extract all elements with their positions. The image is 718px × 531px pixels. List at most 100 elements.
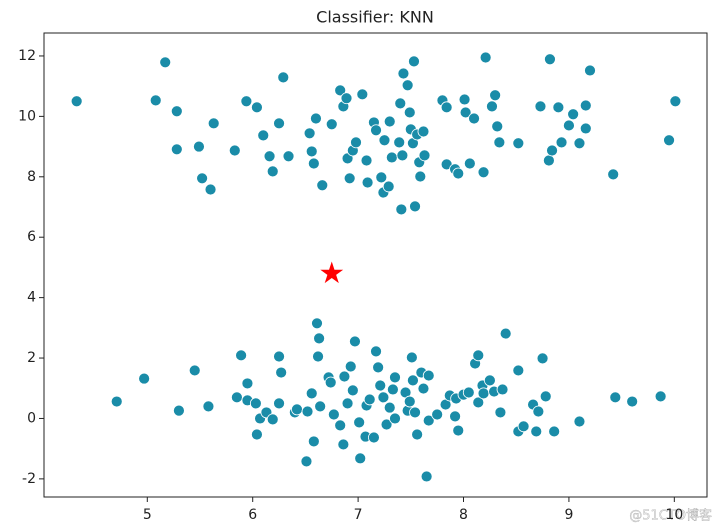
point bbox=[548, 425, 561, 438]
point bbox=[563, 119, 575, 132]
point bbox=[70, 95, 83, 108]
point bbox=[584, 64, 596, 77]
point bbox=[401, 79, 414, 92]
point bbox=[409, 406, 421, 419]
point bbox=[273, 350, 285, 363]
point bbox=[257, 129, 270, 142]
point bbox=[567, 108, 580, 121]
point bbox=[408, 55, 420, 68]
point bbox=[311, 317, 323, 330]
point bbox=[338, 370, 351, 383]
point bbox=[573, 137, 586, 150]
point bbox=[669, 95, 682, 108]
point bbox=[395, 203, 408, 216]
point bbox=[512, 364, 525, 377]
point bbox=[555, 136, 568, 149]
point bbox=[170, 143, 183, 156]
point bbox=[546, 144, 558, 157]
point bbox=[291, 403, 303, 416]
point bbox=[452, 424, 465, 437]
point bbox=[346, 384, 359, 397]
point bbox=[417, 382, 430, 395]
point bbox=[403, 106, 416, 119]
point bbox=[354, 452, 367, 465]
point bbox=[301, 405, 314, 418]
point bbox=[173, 404, 185, 417]
plot-frame bbox=[43, 32, 708, 498]
point bbox=[459, 106, 472, 119]
point bbox=[654, 390, 667, 403]
point bbox=[251, 101, 263, 114]
point bbox=[324, 376, 337, 389]
point bbox=[266, 165, 279, 178]
point bbox=[517, 420, 530, 433]
point bbox=[310, 112, 322, 125]
point bbox=[110, 395, 123, 408]
point bbox=[361, 176, 374, 189]
point bbox=[472, 349, 485, 362]
point bbox=[479, 51, 492, 64]
point bbox=[188, 364, 201, 377]
point bbox=[344, 360, 357, 373]
point bbox=[360, 154, 373, 167]
point bbox=[314, 400, 327, 413]
point bbox=[341, 397, 354, 410]
point bbox=[307, 435, 320, 448]
point bbox=[228, 144, 241, 157]
query-star bbox=[320, 261, 344, 284]
point bbox=[449, 410, 461, 423]
point bbox=[316, 179, 329, 192]
x-tick-label: 9 bbox=[564, 507, 573, 523]
point bbox=[249, 397, 262, 410]
point bbox=[609, 391, 622, 404]
point bbox=[462, 386, 475, 399]
y-tick-label: 6 bbox=[27, 229, 36, 245]
point bbox=[327, 408, 340, 421]
point bbox=[579, 122, 592, 135]
y-tick-label: 0 bbox=[27, 410, 36, 426]
y-tick-label: 8 bbox=[27, 169, 36, 185]
y-tick-label: 10 bbox=[18, 108, 36, 124]
point bbox=[409, 200, 421, 213]
point bbox=[483, 374, 496, 387]
point bbox=[493, 136, 506, 149]
point bbox=[389, 412, 401, 425]
point bbox=[477, 166, 490, 179]
point bbox=[486, 100, 498, 113]
point bbox=[340, 92, 353, 105]
point bbox=[343, 172, 356, 185]
point bbox=[196, 172, 209, 185]
point bbox=[494, 406, 507, 419]
point bbox=[542, 154, 555, 167]
point bbox=[204, 183, 217, 196]
point bbox=[663, 134, 675, 147]
point bbox=[275, 366, 288, 379]
point bbox=[230, 391, 243, 404]
point bbox=[544, 53, 556, 66]
point bbox=[403, 395, 416, 408]
x-tick-label: 10 bbox=[665, 507, 683, 523]
point bbox=[530, 425, 543, 438]
point bbox=[491, 120, 504, 133]
chart-title: Classifier: KNN bbox=[316, 8, 434, 27]
point bbox=[138, 372, 151, 385]
point bbox=[305, 387, 318, 400]
point bbox=[422, 369, 435, 382]
point bbox=[405, 351, 418, 364]
point bbox=[534, 100, 547, 113]
point bbox=[431, 408, 444, 421]
point bbox=[325, 118, 338, 131]
point bbox=[383, 401, 396, 414]
point bbox=[374, 379, 387, 392]
point bbox=[382, 180, 395, 193]
point bbox=[452, 167, 465, 180]
point bbox=[378, 134, 391, 147]
point bbox=[159, 56, 172, 69]
point bbox=[312, 350, 324, 363]
point bbox=[334, 419, 347, 432]
point bbox=[468, 112, 480, 125]
point bbox=[383, 115, 396, 128]
point bbox=[240, 95, 253, 108]
point bbox=[266, 413, 279, 426]
